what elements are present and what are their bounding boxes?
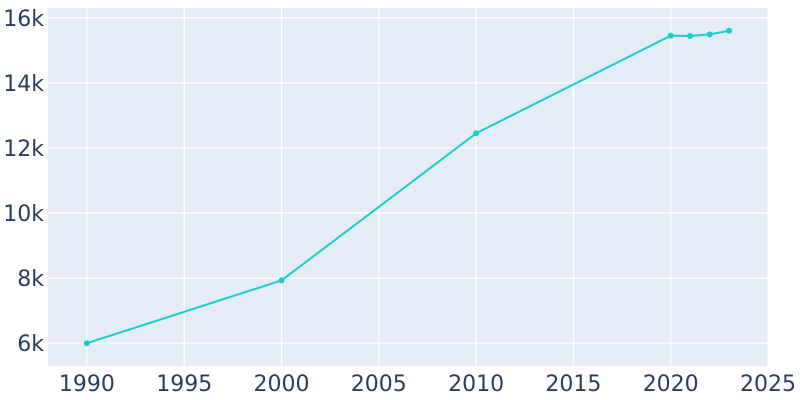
x-tick-label: 1990 xyxy=(59,372,115,397)
x-tick-label: 1995 xyxy=(156,372,212,397)
plot-area xyxy=(48,8,768,366)
y-tick-label: 6k xyxy=(17,332,44,357)
x-tick-label: 2015 xyxy=(545,372,601,397)
x-tick-label: 2020 xyxy=(643,372,699,397)
series-group xyxy=(83,27,733,347)
x-tick-label: 2025 xyxy=(740,372,796,397)
x-gridlines xyxy=(86,8,769,366)
y-tick-label: 8k xyxy=(17,267,44,292)
data-point xyxy=(667,32,674,39)
data-point xyxy=(706,31,713,38)
y-gridlines xyxy=(48,17,768,344)
y-tick-label: 12k xyxy=(3,137,44,162)
data-point xyxy=(726,27,733,34)
x-axis-tick-labels: 1990 1995 2000 2005 2010 2015 2020 2025 xyxy=(59,372,796,397)
y-tick-label: 14k xyxy=(3,72,44,97)
x-tick-label: 2010 xyxy=(448,372,504,397)
data-point xyxy=(278,277,285,284)
y-axis-tick-labels: 6k 8k 10k 12k 14k 16k xyxy=(3,7,44,357)
y-tick-label: 16k xyxy=(3,7,44,32)
data-point xyxy=(473,130,480,137)
x-tick-label: 2005 xyxy=(351,372,407,397)
data-point xyxy=(687,32,694,39)
data-point xyxy=(83,340,90,347)
x-tick-label: 2000 xyxy=(254,372,310,397)
y-tick-label: 10k xyxy=(3,202,44,227)
